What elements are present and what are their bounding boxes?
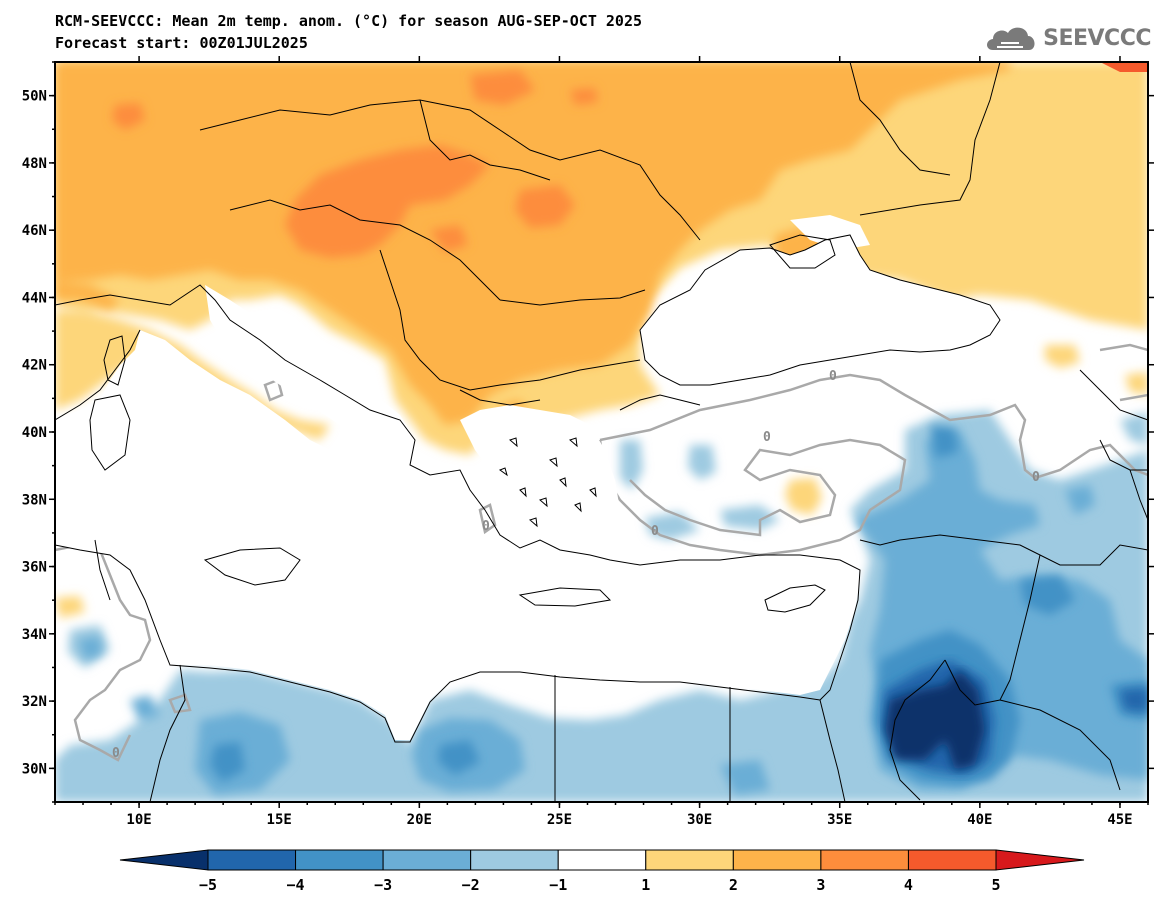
lat-label: 48N [22, 156, 47, 172]
colorbar [119, 849, 1085, 871]
lon-label: 15E [267, 812, 292, 828]
lat-label: 34N [22, 627, 47, 643]
lat-label: 40N [22, 425, 47, 441]
longitude-labels: 10E 15E 20E 25E 30E 35E 40E 45E [126, 812, 1132, 828]
lat-label: 50N [22, 89, 47, 105]
lon-label: 40E [967, 812, 992, 828]
colorbar-box [645, 849, 734, 871]
crimea [769, 234, 836, 269]
forecast-start-label: Forecast start: 00Z01JUL2025 [55, 34, 308, 52]
sardinia [89, 394, 131, 471]
cold-anomaly-below-5 [885, 670, 985, 770]
colorbar-box [820, 849, 909, 871]
colorbar-arrow-low [119, 849, 209, 871]
colorbar-label: 4 [904, 876, 913, 894]
lon-label: 10E [126, 812, 151, 828]
colorbar-arrow-high [995, 849, 1085, 871]
colorbar-box [732, 849, 822, 871]
contour-labels: 0 0 0 0 0 0 [112, 369, 1040, 761]
contour-label: 0 [651, 524, 659, 539]
cyprus [764, 584, 826, 613]
warm-anomaly-3to4 [112, 70, 598, 258]
sea-of-azov [790, 215, 870, 250]
aegean-sea [460, 405, 620, 560]
lat-label: 32N [22, 694, 47, 710]
lat-label: 42N [22, 358, 47, 374]
colorbar-label: 5 [991, 876, 1000, 894]
colorbar-label: −4 [287, 876, 305, 894]
mediterranean-sea [55, 330, 860, 740]
lon-label: 45E [1107, 812, 1132, 828]
islands [89, 234, 836, 613]
colorbar-label: 3 [816, 876, 825, 894]
sea-areas [55, 215, 1000, 740]
lat-label: 46N [22, 223, 47, 239]
colorbar-label: 2 [729, 876, 738, 894]
lon-label: 20E [407, 812, 432, 828]
crete [518, 587, 612, 607]
cloud-icon [987, 27, 1035, 50]
colorbar-label: −1 [549, 876, 567, 894]
contour-label: 0 [829, 369, 837, 384]
black-sea [640, 235, 1000, 385]
colorbar-box [207, 849, 297, 871]
lat-label: 38N [22, 492, 47, 508]
corsica [103, 335, 126, 386]
colorbar-label: −2 [462, 876, 480, 894]
colorbar-box [470, 849, 559, 871]
lon-label: 30E [687, 812, 712, 828]
seevccc-logo: SEEVCCC [983, 22, 1151, 54]
coastlines-and-borders [55, 62, 1148, 802]
chart-title: RCM-SEEVCCC: Mean 2m temp. anom. (°C) fo… [55, 12, 642, 30]
colorbar-box [295, 849, 384, 871]
colorbar-label: 1 [641, 876, 650, 894]
colorbar-labels: −5 −4 −3 −2 −1 1 2 3 4 5 [199, 876, 1001, 894]
colorbar-label: −5 [199, 876, 217, 894]
colorbar-box [557, 849, 647, 871]
logo-text: SEEVCCC [1043, 25, 1151, 51]
lat-label: 44N [22, 290, 47, 306]
lon-label: 35E [827, 812, 852, 828]
colorbar-box [382, 849, 472, 871]
latitude-labels: 50N 48N 46N 44N 42N 40N 38N 36N 34N 32N 30N [22, 89, 47, 778]
sicily [203, 547, 301, 586]
contour-label: 0 [112, 746, 120, 761]
lon-label: 25E [547, 812, 572, 828]
lat-label: 30N [22, 761, 47, 777]
adriatic-sea [205, 285, 415, 470]
lat-label: 36N [22, 560, 47, 576]
contour-label: 0 [763, 430, 771, 445]
warm-anomaly-4to5 [1100, 62, 1148, 72]
axis-ticks [49, 56, 1154, 808]
contour-label: 0 [482, 519, 490, 534]
colorbar-box [907, 849, 997, 871]
colorbar-label: −3 [374, 876, 392, 894]
contour-label: 0 [1032, 470, 1040, 485]
